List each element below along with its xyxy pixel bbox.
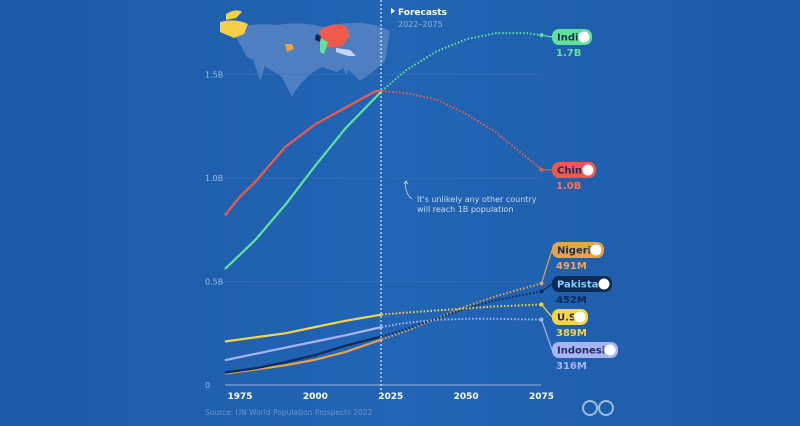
- country-label: China: [557, 166, 589, 177]
- y-tick-label: 0.5B: [205, 278, 223, 287]
- flag-icon: [589, 243, 603, 257]
- country-label: Indonesia: [557, 346, 612, 357]
- country-value: 452M: [556, 295, 587, 306]
- series-line-india: [224, 90, 383, 270]
- pakistan-map-shape: [315, 34, 321, 42]
- flag-icon: [597, 277, 611, 291]
- forecast-line-india: [381, 32, 542, 92]
- series-line-pakistan: [224, 335, 382, 374]
- x-tick-label: 2025: [378, 392, 403, 402]
- indonesia-map-shape: [336, 48, 356, 56]
- logo: [582, 400, 614, 416]
- country-value: 1.0B: [556, 181, 581, 192]
- forecast-arrow-icon: [391, 8, 395, 14]
- y-tick-label: 0: [205, 381, 210, 390]
- label-connector: [541, 304, 553, 318]
- annotation-arrow-icon: [403, 180, 413, 200]
- forecast-label: Forecasts: [398, 8, 447, 18]
- label-connector: [540, 319, 553, 351]
- label-connector: [541, 34, 553, 38]
- country-value: 491M: [556, 261, 587, 272]
- flag-icon: [581, 163, 595, 177]
- label-connector: [540, 249, 553, 284]
- country-label: India: [557, 33, 585, 44]
- country-value: 1.7B: [556, 48, 581, 59]
- country-label: Pakistan: [557, 280, 606, 291]
- india-map-shape: [320, 38, 328, 54]
- x-tick-label: 2050: [454, 392, 479, 402]
- country-label-box: [552, 276, 612, 292]
- annotation-text: It's unlikely any other country will rea…: [417, 195, 539, 214]
- source-note: Source: UN World Population Prospects 20…: [205, 408, 373, 417]
- country-label: U.S.: [557, 313, 580, 324]
- label-connector: [541, 283, 553, 292]
- y-tick-label: 1.5B: [205, 71, 223, 80]
- annotation-line-2: will reach 1B population: [417, 205, 513, 214]
- y-tick-label: 1.0B: [205, 174, 223, 183]
- flag-icon: [573, 310, 587, 324]
- country-label-box: [552, 342, 618, 358]
- country-value: 389M: [556, 328, 587, 339]
- x-tick-label: 2075: [529, 392, 554, 402]
- nigeria-map-shape: [285, 44, 294, 52]
- forecast-range: 2022–2075: [398, 20, 443, 29]
- us-map-shape: [220, 20, 248, 38]
- forecast-line-china: [381, 90, 543, 171]
- world-map: [220, 10, 390, 97]
- series-line-us: [224, 313, 382, 343]
- annotation-line-1: It's unlikely any other country: [417, 195, 537, 204]
- x-tick-label: 2000: [303, 392, 328, 402]
- forecast-line-indonesia: [381, 317, 542, 328]
- forecast-line-pakistan: [381, 290, 542, 338]
- forecast-line-nigeria: [381, 282, 542, 341]
- country-label: Nigeria: [557, 246, 598, 257]
- flag-icon: [603, 343, 617, 357]
- series-line-indonesia: [224, 325, 382, 362]
- country-value: 316M: [556, 361, 587, 372]
- x-tick-label: 1975: [227, 392, 252, 402]
- flag-icon: [577, 30, 591, 44]
- series-line-china: [224, 89, 382, 216]
